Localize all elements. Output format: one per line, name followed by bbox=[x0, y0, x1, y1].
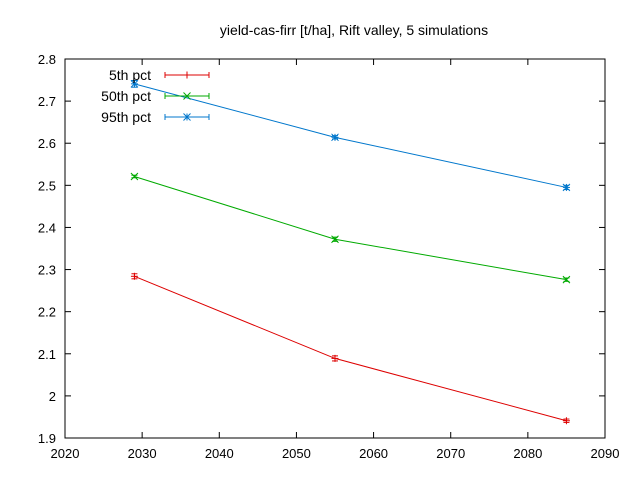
data-point bbox=[562, 417, 570, 425]
data-point bbox=[130, 79, 139, 88]
plot-area-border bbox=[64, 58, 606, 439]
y-tick-label: 2 bbox=[49, 389, 56, 404]
legend-item: 50th pct bbox=[101, 88, 210, 104]
y-tick-label: 1.9 bbox=[38, 431, 56, 446]
data-point bbox=[331, 133, 339, 142]
y-tick-label: 2.7 bbox=[38, 94, 56, 109]
x-tick-label: 2080 bbox=[513, 446, 542, 461]
legend-label: 50th pct bbox=[101, 88, 151, 104]
x-tick-label: 2090 bbox=[591, 446, 620, 461]
series-layer bbox=[130, 79, 571, 425]
series-line bbox=[134, 83, 567, 188]
legend-item: 5th pct bbox=[109, 67, 210, 83]
legend-label: 95th pct bbox=[101, 109, 151, 125]
axes: 2020 2030 2040 2050 2060 2070 2080 2090 1.9 2 2.1 2… bbox=[38, 52, 620, 461]
x-tick-label: 2030 bbox=[128, 446, 157, 461]
series-3 bbox=[130, 79, 571, 192]
y-tick-label: 2.1 bbox=[38, 347, 56, 362]
y-tick-label: 2.3 bbox=[38, 263, 56, 278]
data-point bbox=[331, 354, 339, 362]
x-tick-label: 2020 bbox=[51, 446, 80, 461]
y-tick-label: 2.6 bbox=[38, 136, 56, 151]
legend-marker bbox=[183, 113, 191, 121]
series-line bbox=[134, 176, 567, 281]
legend-marker bbox=[183, 92, 191, 100]
y-tick-label: 2.8 bbox=[38, 52, 56, 67]
x-tick-label: 2060 bbox=[359, 446, 388, 461]
data-point bbox=[130, 172, 139, 181]
data-point bbox=[562, 275, 571, 284]
x-tick-label: 2070 bbox=[436, 446, 465, 461]
series-1 bbox=[130, 272, 570, 425]
legend-marker bbox=[183, 71, 191, 79]
series-2 bbox=[130, 172, 571, 284]
chart-title: yield-cas-firr [t/ha], Rift valley, 5 si… bbox=[220, 22, 488, 38]
data-point bbox=[331, 235, 339, 244]
y-tick-label: 2.4 bbox=[38, 220, 56, 235]
legend-label: 5th pct bbox=[109, 67, 151, 83]
legend: 5th pct 50th pct 95th pct bbox=[101, 67, 210, 125]
y-tick-label: 2.5 bbox=[38, 178, 56, 193]
legend-item: 95th pct bbox=[101, 109, 210, 125]
data-point bbox=[130, 272, 138, 280]
x-tick-label: 2040 bbox=[205, 446, 234, 461]
series-line bbox=[134, 275, 567, 422]
y-tick-label: 2.2 bbox=[38, 305, 56, 320]
x-tick-label: 2050 bbox=[282, 446, 311, 461]
data-point bbox=[562, 183, 571, 192]
